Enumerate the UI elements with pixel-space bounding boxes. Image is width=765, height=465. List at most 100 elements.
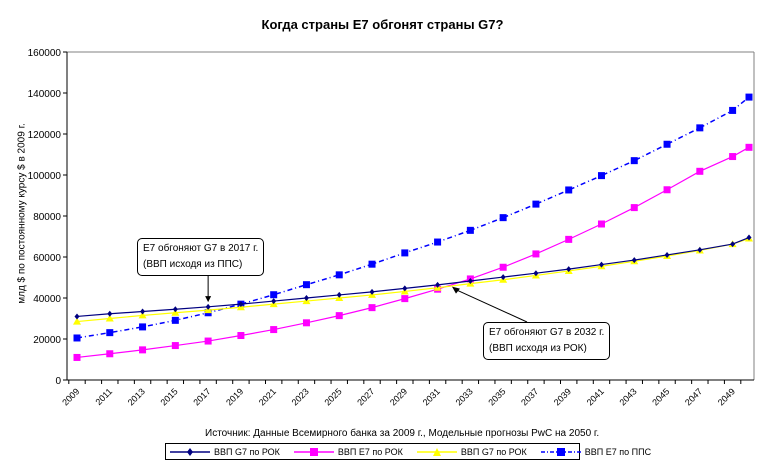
- data-point: [532, 200, 540, 208]
- data-point: [565, 186, 573, 194]
- data-point: [434, 238, 442, 246]
- annotation-2032-line1: E7 обгоняют G7 в 2032 г.: [489, 327, 605, 338]
- data-point: [697, 246, 703, 253]
- y-tick-label: 60000: [33, 253, 61, 264]
- data-point: [302, 281, 310, 289]
- x-tick-label: 2009: [60, 386, 81, 407]
- data-point: [107, 310, 113, 317]
- annotation-2032-line2: (ВВП исходя из РОК): [489, 343, 587, 354]
- annotation-arrowhead-2017: [205, 296, 212, 303]
- data-point: [565, 235, 573, 243]
- annotation-2017-line2: (ВВП исходя из ППС): [143, 259, 243, 270]
- data-point: [533, 270, 539, 277]
- x-tick-label: 2011: [93, 386, 114, 407]
- data-point: [369, 288, 375, 295]
- data-point: [746, 234, 752, 241]
- data-point: [140, 308, 146, 315]
- data-point: [270, 326, 278, 334]
- x-tick-label: 2015: [159, 386, 180, 407]
- y-tick-label: 160000: [28, 48, 62, 59]
- x-tick-label: 2039: [552, 386, 573, 407]
- data-point: [270, 291, 278, 299]
- x-tick-label: 2049: [716, 386, 737, 407]
- x-tick-label: 2035: [486, 386, 507, 407]
- y-tick-label: 140000: [28, 89, 62, 100]
- x-tick-label: 2017: [191, 386, 212, 407]
- data-point: [238, 301, 244, 308]
- legend-label: ВВП G7 по РОК: [460, 446, 527, 457]
- legend-item-g7-yellow: ВВП G7 по РОК: [416, 446, 527, 457]
- data-point: [597, 220, 605, 228]
- x-tick-label: 2027: [355, 386, 376, 407]
- x-tick-label: 2037: [519, 386, 540, 407]
- data-point: [566, 266, 572, 273]
- data-point: [302, 319, 310, 327]
- data-point: [745, 143, 753, 151]
- legend-label: ВВП E7 по ППС: [584, 446, 652, 457]
- data-point: [303, 295, 309, 301]
- series-line-1: [76, 146, 750, 359]
- data-point: [171, 316, 179, 324]
- x-tick-label: 2033: [454, 386, 475, 407]
- annotation-2017: E7 обгоняют G7 в 2017 г. (ВВП исходя из …: [137, 238, 265, 276]
- data-point: [205, 303, 211, 310]
- data-point: [630, 157, 638, 165]
- data-point: [631, 257, 637, 264]
- data-point: [729, 153, 737, 161]
- legend-item-e7-pps: ВВП E7 по ППС: [540, 446, 652, 457]
- data-point: [271, 298, 277, 305]
- data-point: [466, 226, 474, 234]
- data-point: [73, 353, 81, 361]
- annotation-arrow-2032: [455, 289, 528, 323]
- data-point: [532, 250, 540, 258]
- data-point: [402, 285, 408, 292]
- x-tick-label: 2019: [224, 386, 245, 407]
- annotation-2032: E7 обгоняют G7 в 2032 г. (ВВП исходя из …: [483, 322, 611, 360]
- y-tick-label: 0: [55, 376, 61, 387]
- data-point: [74, 313, 80, 320]
- x-tick-label: 2013: [126, 386, 147, 407]
- data-point: [435, 281, 441, 288]
- legend-swatch-e7-rok: [293, 447, 334, 456]
- legend-item-e7-rok: ВВП E7 по РОК: [293, 446, 403, 457]
- x-tick-label: 2047: [683, 386, 704, 407]
- y-tick-label: 20000: [33, 335, 61, 346]
- data-point: [499, 263, 507, 271]
- data-point: [172, 306, 178, 313]
- data-point: [597, 172, 605, 180]
- data-point: [664, 251, 670, 258]
- data-point: [139, 323, 147, 331]
- x-tick-label: 2031: [421, 386, 442, 407]
- x-tick-label: 2023: [290, 386, 311, 407]
- data-point: [139, 346, 147, 354]
- data-point: [106, 329, 114, 337]
- data-point: [105, 314, 114, 322]
- y-tick-label: 80000: [33, 212, 61, 223]
- legend-item-g7-rok: ВВП G7 по РОК: [170, 447, 280, 457]
- legend-label: ВВП G7 по РОК: [214, 446, 280, 457]
- x-tick-label: 2043: [617, 386, 638, 407]
- data-point: [730, 241, 736, 248]
- data-point: [237, 332, 245, 340]
- data-point: [336, 291, 342, 298]
- data-point: [368, 260, 376, 268]
- data-point: [696, 167, 704, 175]
- data-point: [467, 277, 473, 284]
- data-point: [500, 274, 506, 281]
- legend: ВВП G7 по РОК ВВП E7 по РОК ВВП G7 по РО…: [165, 443, 651, 460]
- data-point: [401, 295, 409, 303]
- data-point: [630, 204, 638, 212]
- data-point: [335, 271, 343, 279]
- data-point: [106, 350, 114, 358]
- data-point: [73, 334, 81, 342]
- data-point: [745, 93, 753, 101]
- data-point: [729, 106, 737, 114]
- y-tick-label: 40000: [33, 294, 61, 305]
- legend-swatch-g7-rok: [170, 447, 210, 456]
- data-point: [368, 304, 376, 312]
- legend-label: ВВП E7 по РОК: [337, 446, 403, 457]
- annotation-arrowhead-2032: [451, 286, 460, 294]
- data-point: [499, 214, 507, 222]
- series-line-3: [76, 96, 750, 339]
